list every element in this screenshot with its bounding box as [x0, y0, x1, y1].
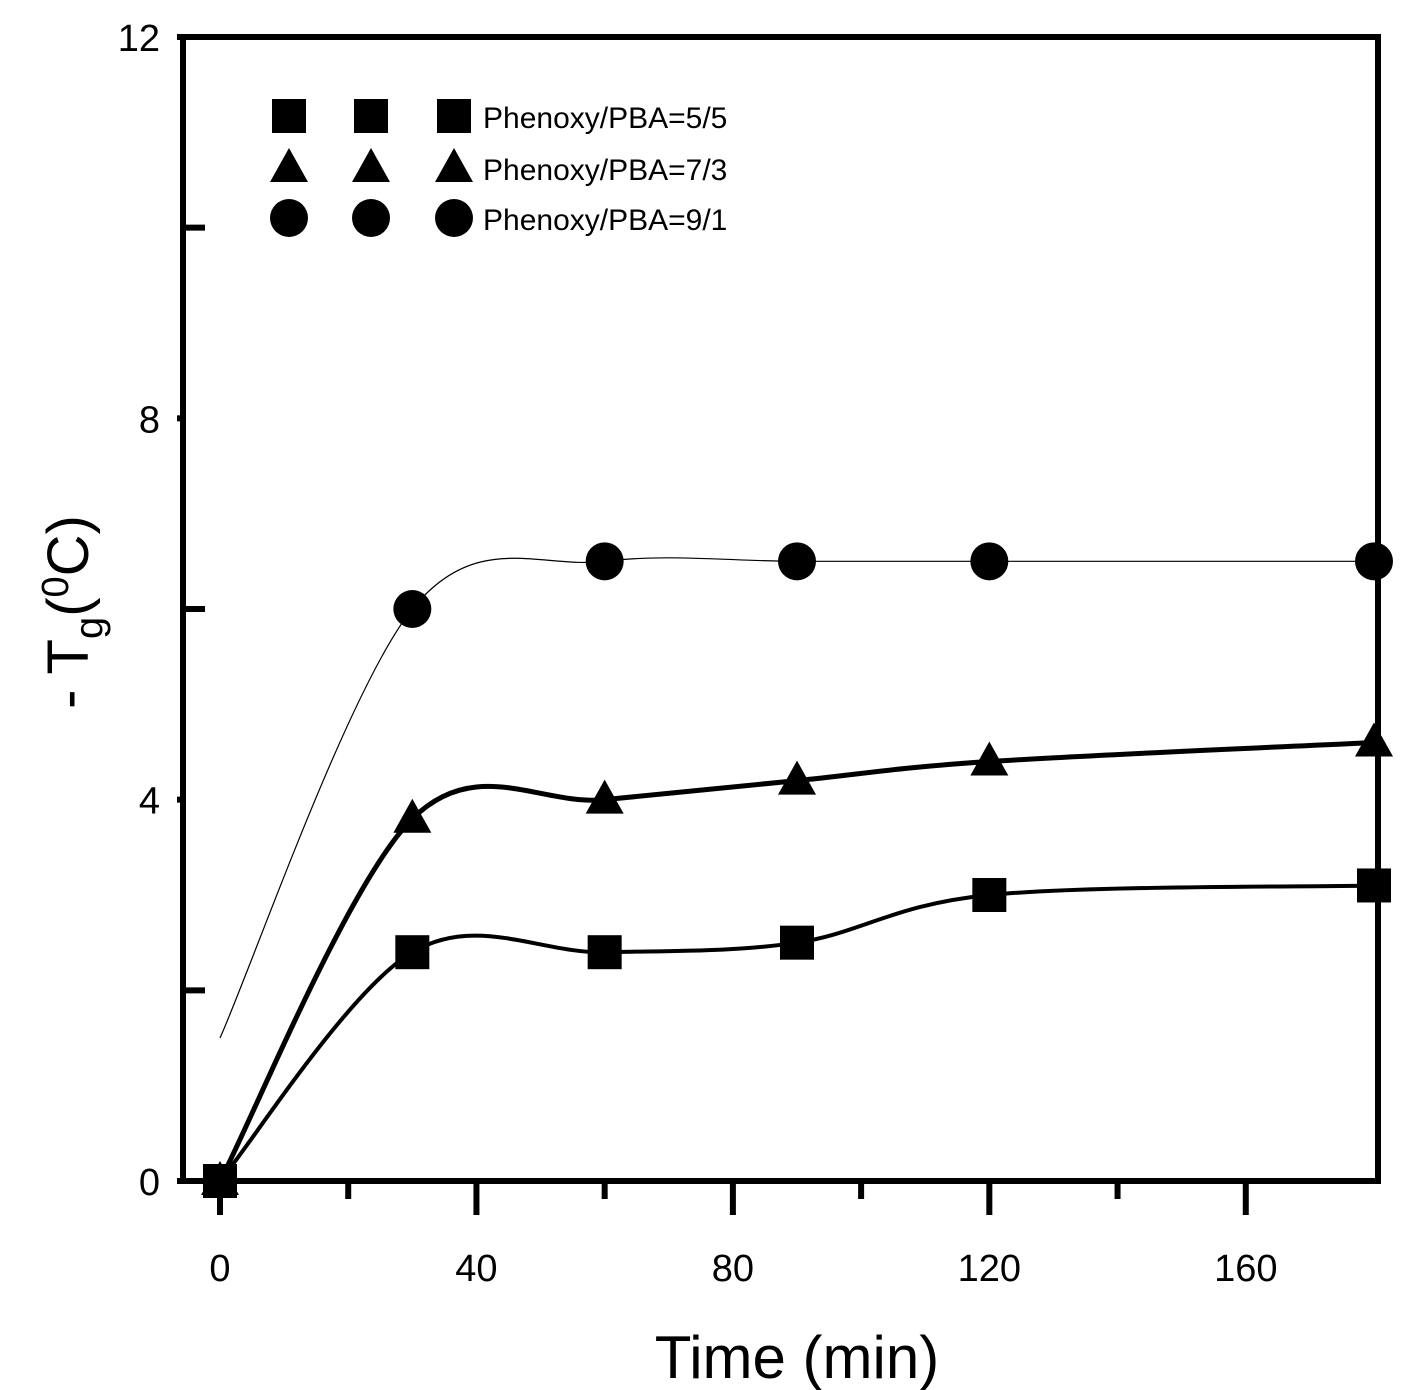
svg-text:- Tg(0C): - Tg(0C) [35, 515, 111, 709]
legend-marker-circle [435, 199, 473, 237]
legend-marker-square [354, 99, 388, 133]
legend-label: Phenoxy/PBA=7/3 [483, 154, 727, 187]
marker-circle [1355, 542, 1393, 581]
marker-triangle [1355, 722, 1393, 757]
marker-circle [778, 542, 816, 581]
marker-square [395, 935, 430, 970]
marker-circle [585, 542, 624, 581]
y-tick-label: 0 [139, 1162, 160, 1204]
y-axis-label-sub: g [67, 617, 111, 639]
y-axis-label-sup: 0 [35, 576, 77, 597]
y-axis-label-paren: ( [36, 597, 101, 616]
x-tick-label: 0 [209, 1248, 230, 1290]
marker-square [1357, 868, 1391, 903]
legend-marker-square [272, 99, 306, 133]
x-axis-label: Time (min) [655, 1324, 939, 1390]
marker-triangle [585, 779, 624, 814]
legend-marker-triangle [270, 148, 308, 182]
legend-marker-circle [270, 199, 308, 237]
x-tick-label: 40 [455, 1248, 497, 1290]
axis-ticks: 0 40 80 120 160 0 4 8 12 [118, 18, 1278, 1290]
series-curves [217, 557, 1375, 1183]
marker-circle [393, 590, 432, 628]
marker-triangle [778, 760, 816, 795]
legend-marker-circle [352, 199, 390, 237]
marker-circle [970, 542, 1009, 581]
legend: Phenoxy/PBA=5/5 Phenoxy/PBA=7/3 Phenoxy/PB… [270, 99, 727, 237]
marker-square [587, 935, 622, 970]
x-tick-label: 120 [958, 1248, 1021, 1290]
marker-triangle [970, 741, 1009, 776]
x-tick-label: 160 [1214, 1248, 1277, 1290]
legend-marker-square [437, 99, 471, 133]
legend-marker-triangle [352, 148, 390, 182]
marker-square [780, 925, 814, 960]
series-curve-square [218, 883, 1375, 1183]
series-markers [201, 542, 1393, 1198]
marker-origin [204, 1163, 236, 1193]
legend-marker-triangle [435, 148, 473, 182]
y-tick-label: 4 [139, 781, 160, 823]
series-curve-triangle [217, 739, 1375, 1183]
y-tick-label: 12 [118, 18, 160, 60]
series-curve-circle [219, 557, 1374, 1039]
y-axis-label-unit: C) [36, 515, 101, 576]
marker-triangle [393, 798, 432, 833]
legend-label: Phenoxy/PBA=9/1 [483, 204, 727, 237]
y-axis-label-prefix: - T [36, 639, 101, 709]
legend-label: Phenoxy/PBA=5/5 [483, 102, 727, 135]
y-axis-label: - Tg(0C) [35, 515, 111, 709]
marker-square [972, 878, 1007, 912]
x-tick-label: 80 [712, 1248, 754, 1290]
y-tick-label: 8 [139, 399, 160, 441]
